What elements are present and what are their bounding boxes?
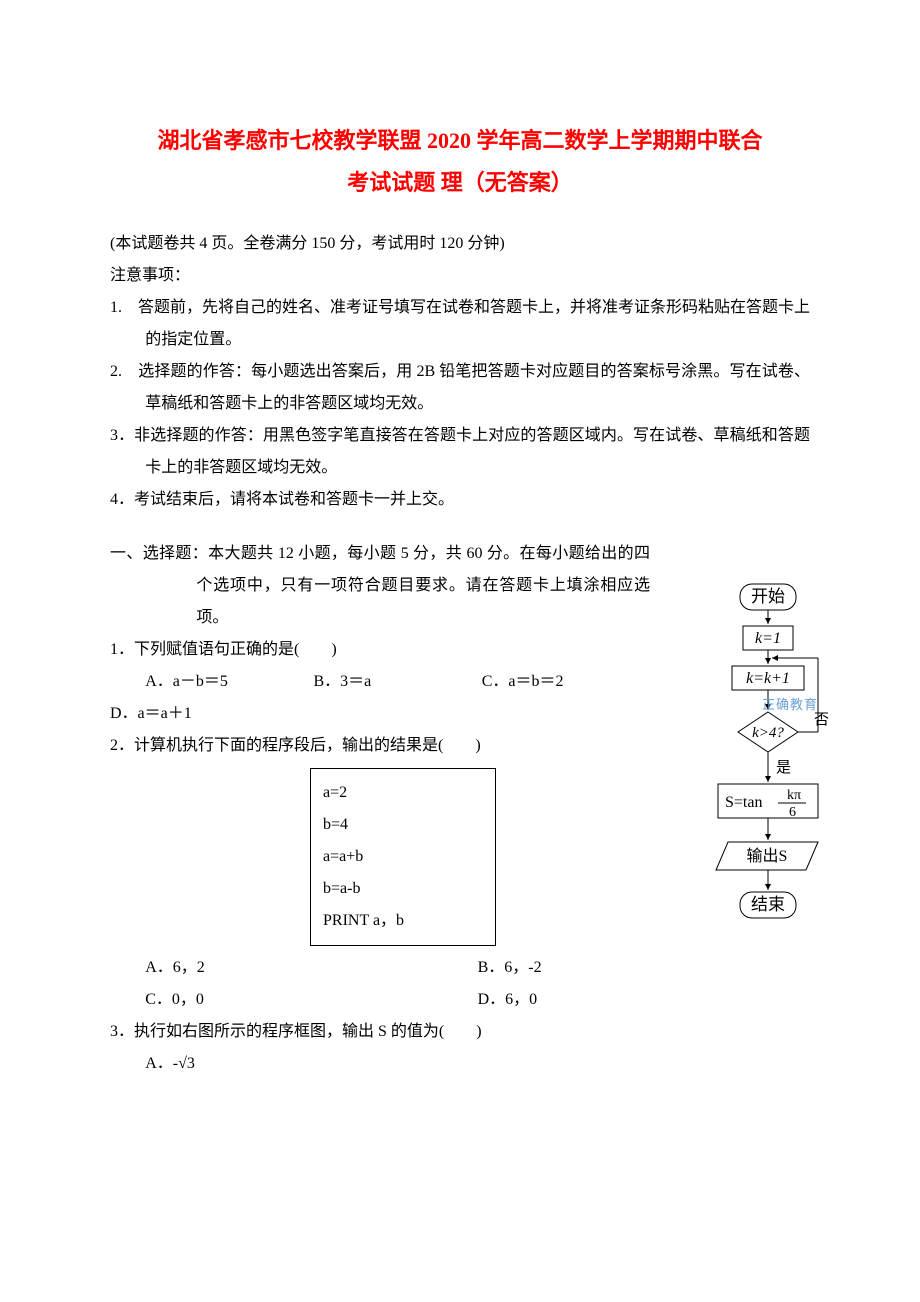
paper-info: (本试题卷共 4 页。全卷满分 150 分，考试用时 120 分钟) xyxy=(110,228,810,260)
fc-s-den: 6 xyxy=(789,805,796,820)
instruction-4: 4．考试结束后，请将本试卷和答题卡一并上交。 xyxy=(110,484,810,516)
exam-title-line2: 考试试题 理（无答案） xyxy=(110,162,810,204)
fc-s-num: kπ xyxy=(787,788,801,803)
fc-k1: k=1 xyxy=(755,630,781,647)
q2-code-box: a=2 b=4 a=a+b b=a-b PRINT a，b xyxy=(310,768,496,946)
flowchart-svg: 开始 k=1 k=k+1 k>4? 否 是 S=tan xyxy=(710,582,840,952)
q2-code-4: b=a-b xyxy=(323,873,483,905)
instruction-1: 1. 答题前，先将自己的姓名、准考证号填写在试卷和答题卡上，并将准考证条形码粘贴… xyxy=(110,292,810,356)
fc-end: 结束 xyxy=(751,895,785,914)
fc-out: 输出S xyxy=(747,847,788,865)
watermark: 正确教育 xyxy=(762,694,818,713)
fc-no: 否 xyxy=(814,712,829,728)
fc-kinc: k=k+1 xyxy=(746,670,790,687)
instruction-2: 2. 选择题的作答：每小题选出答案后，用 2B 铅笔把答题卡对应题目的答案标号涂… xyxy=(110,356,810,420)
q1-opt-a: A．a－b＝5 xyxy=(145,666,313,698)
fc-s-prefix: S=tan xyxy=(725,794,762,811)
fc-dec: k>4? xyxy=(752,725,784,741)
q3-stem: 3．执行如右图所示的程序框图，输出 S 的值为( ) xyxy=(110,1016,810,1048)
flowchart: 开始 k=1 k=k+1 k>4? 否 是 S=tan xyxy=(710,582,830,957)
q2-code-1: a=2 xyxy=(323,777,483,809)
instruction-3: 3．非选择题的作答：用黑色签字笔直接答在答题卡上对应的答题区域内。写在试卷、草稿… xyxy=(110,420,810,484)
q3-opt-a: A．-√3 xyxy=(110,1048,810,1080)
q2-code-3: a=a+b xyxy=(323,841,483,873)
q2-opt-c: C．0，0 xyxy=(145,984,477,1016)
fc-yes: 是 xyxy=(776,760,791,776)
q1-stem: 1．下列赋值语句正确的是( ) xyxy=(110,634,650,666)
q2-opt-a: A．6，2 xyxy=(145,952,477,984)
section-1-intro: 一、选择题：本大题共 12 小题，每小题 5 分，共 60 分。在每小题给出的四… xyxy=(110,538,650,634)
fc-start: 开始 xyxy=(751,587,785,606)
q2-opt-d: D．6，0 xyxy=(478,984,810,1016)
q1-opt-c: C．a＝b＝2 xyxy=(482,666,650,698)
q2-stem: 2．计算机执行下面的程序段后，输出的结果是( ) xyxy=(110,730,810,762)
q2-code-2: b=4 xyxy=(323,809,483,841)
q1-opt-d: D．a＝a＋1 xyxy=(110,698,810,730)
notice-label: 注意事项： xyxy=(110,260,810,292)
q1-opt-b: B．3＝a xyxy=(313,666,481,698)
exam-title-line1: 湖北省孝感市七校教学联盟 2020 学年高二数学上学期期中联合 xyxy=(110,120,810,162)
q2-code-5: PRINT a，b xyxy=(323,905,483,937)
